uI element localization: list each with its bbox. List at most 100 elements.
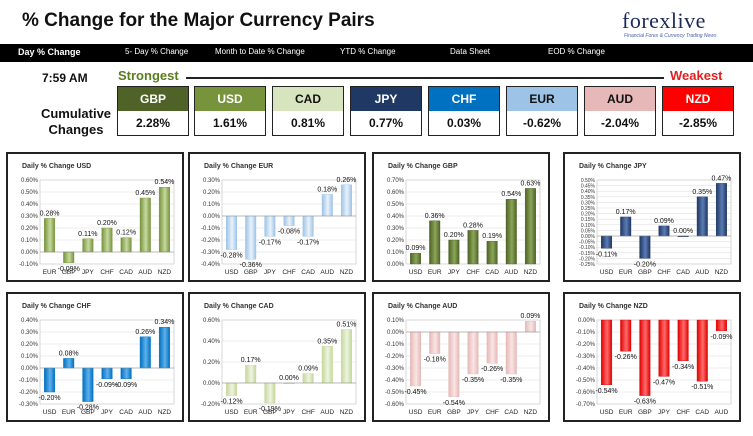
currency-cumulative-value: 2.28% — [135, 116, 171, 130]
currency-box-eur: EUR -0.62% — [506, 86, 578, 136]
y-tick-label: 0.00% — [203, 214, 221, 220]
chart-title: Daily % Change EUR — [204, 163, 273, 170]
bar-aud — [321, 194, 333, 217]
chart-title: Daily % Change USD — [22, 163, 91, 170]
data-label: 0.17% — [616, 209, 636, 216]
forexlive-logo[interactable]: forexlive Financial Forex & Currency Tra… — [622, 8, 732, 42]
y-tick-label: 0.20% — [21, 226, 39, 232]
data-label: -0.47% — [653, 379, 675, 386]
bar-nzd — [524, 188, 536, 265]
category-label: NZD — [158, 269, 172, 276]
y-tick-label: 0.20% — [203, 190, 221, 196]
category-label: JPY — [448, 269, 461, 276]
bar-gbp — [639, 319, 651, 396]
logo-tagline: Financial Forex & Currency Trading News — [624, 33, 717, 39]
bar-nzd — [715, 183, 727, 237]
bar-eur — [44, 218, 56, 253]
category-label: CAD — [301, 269, 315, 276]
nav-data-sheet[interactable]: Data Sheet — [450, 47, 491, 56]
category-label: GBP — [447, 409, 461, 416]
category-label: JPY — [82, 269, 95, 276]
category-label: GBP — [263, 409, 277, 416]
y-tick-label: -0.10% — [385, 342, 405, 348]
currency-box-gbp: GBP 2.28% — [117, 86, 189, 136]
nav-ytd-change[interactable]: YTD % Change — [340, 47, 396, 56]
y-tick-label: -0.40% — [576, 366, 596, 372]
cumulative-changes-label: Cumulative Changes — [40, 106, 112, 137]
category-label: NZD — [340, 269, 354, 276]
nav-day-change[interactable]: Day % Change — [18, 47, 81, 57]
bar-chart: Daily % Change JPY-0.25%-0.20%-0.15%-0.1… — [579, 163, 731, 276]
data-label: 0.11% — [78, 231, 97, 238]
y-tick-label: 0.15% — [581, 217, 596, 223]
category-label: USD — [600, 269, 614, 276]
y-tick-label: -0.40% — [385, 378, 405, 384]
nav-eod-change[interactable]: EOD % Change — [548, 47, 605, 56]
data-label: 0.20% — [97, 220, 117, 227]
category-label: AUD — [138, 409, 152, 416]
category-label: CHF — [466, 269, 479, 276]
category-label: EUR — [43, 269, 57, 276]
currency-code: JPY — [351, 87, 421, 111]
data-label: 0.09% — [406, 245, 426, 252]
bar-gbp — [264, 382, 276, 404]
bar-jpy — [264, 215, 276, 237]
category-label: GBP — [638, 409, 652, 416]
bar-nzd — [524, 321, 536, 333]
nav-mtd-change[interactable]: Month to Date % Change — [215, 47, 305, 56]
bar-cad — [302, 215, 314, 237]
bar-chf — [302, 373, 314, 384]
data-label: 0.26% — [336, 177, 356, 184]
chart-title: Daily % Change NZD — [579, 303, 648, 310]
nav-5day-change[interactable]: 5- Day % Change — [125, 47, 189, 56]
category-label: JPY — [101, 409, 114, 416]
data-label: 0.47% — [711, 175, 731, 182]
category-label: NZD — [715, 269, 729, 276]
data-label: 0.54% — [501, 191, 521, 198]
chart-title: Daily % Change AUD — [388, 303, 457, 310]
nav-bar: Day % Change 5- Day % Change Month to Da… — [0, 44, 753, 62]
chart-panel-3: Daily % Change GBP 0.00% 0.10% 0.20% 0.30% 0.… — [372, 152, 550, 282]
y-tick-label: 0.10% — [581, 223, 596, 229]
bar-chart: Daily % Change EUR -0.40% -0.30% -0.20% -0.1… — [201, 163, 356, 276]
data-label: -0.26% — [615, 354, 637, 361]
bar-chf — [658, 225, 670, 237]
data-label: 0.12% — [116, 230, 136, 237]
y-tick-label: 0.30% — [21, 330, 39, 336]
y-tick-label: -0.20% — [579, 256, 595, 262]
data-label: 0.00% — [279, 375, 299, 382]
currency-code: GBP — [118, 87, 188, 111]
data-label: -0.09% — [96, 382, 118, 389]
strongest-label: Strongest — [118, 68, 179, 83]
data-label: -0.63% — [634, 399, 656, 406]
category-label: GBP — [81, 409, 95, 416]
y-tick-label: 0.30% — [21, 214, 39, 220]
y-tick-label: -0.30% — [201, 250, 221, 256]
y-tick-label: -0.60% — [385, 402, 405, 408]
category-label: GBP — [638, 269, 652, 276]
bar-aud — [715, 319, 727, 332]
chart-panel-2: Daily % Change EUR -0.40% -0.30% -0.20% -0.1… — [188, 152, 366, 282]
category-label: CAD — [119, 409, 133, 416]
bar-nzd — [340, 329, 352, 384]
data-label: -0.11% — [596, 251, 618, 258]
y-tick-label: 0.00% — [578, 318, 596, 324]
y-tick-label: -0.30% — [385, 366, 405, 372]
currency-code: USD — [195, 87, 265, 111]
category-label: CAD — [485, 269, 499, 276]
y-tick-label: -0.25% — [579, 262, 595, 268]
data-label: 0.34% — [154, 319, 174, 326]
data-label: -0.26% — [481, 366, 503, 373]
data-label: -0.28% — [77, 405, 99, 412]
category-label: CHF — [100, 269, 113, 276]
category-label: JPY — [467, 409, 480, 416]
data-label: -0.20% — [38, 395, 60, 402]
bar-chf — [283, 215, 295, 226]
bar-usd — [226, 215, 238, 250]
y-tick-label: 0.00% — [21, 250, 39, 256]
data-label: -0.12% — [220, 399, 242, 406]
category-label: USD — [225, 409, 239, 416]
y-tick-label: 0.60% — [387, 190, 405, 196]
chart-panel-8: Daily % Change NZD -0.70% -0.60% -0.50% -0.4… — [563, 292, 741, 422]
currency-code: NZD — [663, 87, 733, 111]
